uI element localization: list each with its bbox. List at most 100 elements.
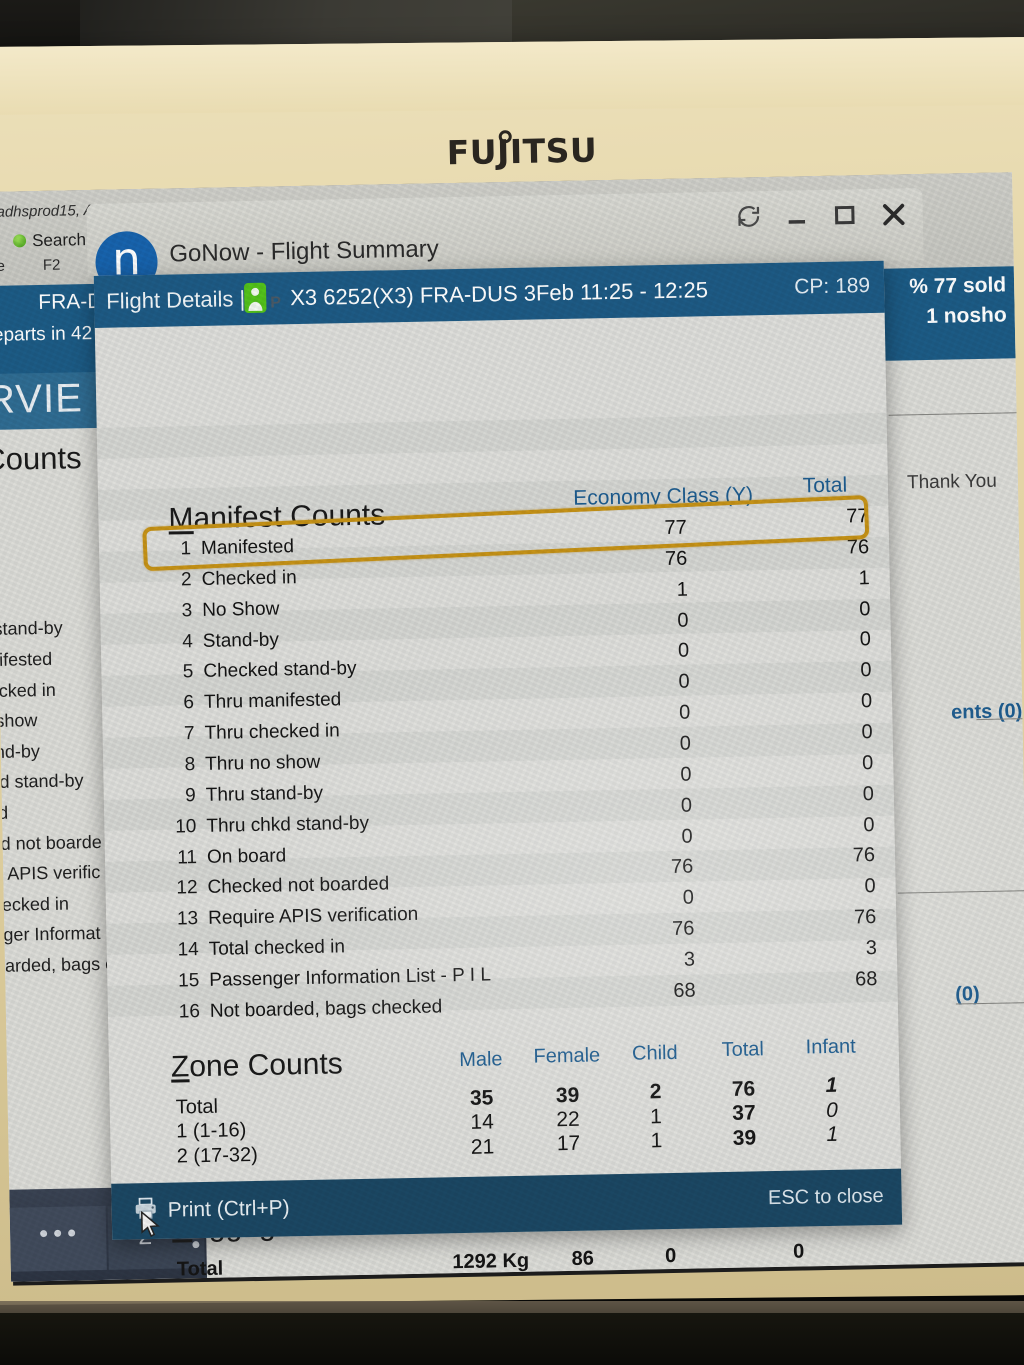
ellipsis-icon <box>40 1229 76 1238</box>
baggage-row-label: Total <box>176 1257 224 1281</box>
manifest-total-value: 0 <box>859 628 872 651</box>
dialog-header: Flight Details | P X3 6252(X3) FRA-DUS 3… <box>93 260 885 328</box>
zone-male-value: 35 <box>469 1086 494 1110</box>
manifest-row-number: 4 <box>182 630 194 652</box>
manifest-total-value: 0 <box>863 813 875 836</box>
manifest-row-label: Checked stand-by <box>203 658 357 683</box>
manifest-row-label: Not boarded, bags checked <box>209 996 443 1022</box>
manifest-row-label: Thru stand-by <box>205 782 324 806</box>
zone-column-header: Child <box>631 1041 678 1065</box>
function-key-row: re F2 <box>0 257 61 275</box>
maximize-icon[interactable] <box>830 200 859 229</box>
manifest-row-number: 14 <box>177 939 199 961</box>
screen: adhsprod15, A Search re F2 FRA-D eparts i… <box>0 172 1024 1282</box>
baggage-added-printed-value: 0 <box>792 1240 805 1264</box>
zone-title-mnemonic: Z <box>170 1050 190 1084</box>
zone-male-value: 14 <box>470 1110 494 1135</box>
monitor-bezel: FUJITSU adhsprod15, A Search re F2 FRA-D <box>0 37 1024 1365</box>
manifest-row-label: Checked not boarded <box>207 873 390 899</box>
manifest-row-number: 8 <box>184 754 196 776</box>
search-label: Search <box>31 230 87 251</box>
pax-badge-letter: P <box>270 294 282 312</box>
close-icon[interactable] <box>878 199 907 228</box>
zone-column-header: Total <box>721 1038 765 1062</box>
manifest-economy-value: 76 <box>671 917 695 941</box>
taskbar-overflow-button[interactable] <box>9 1205 107 1272</box>
manifest-economy-value: 0 <box>677 609 689 632</box>
zone-infant-value: 1 <box>826 1123 839 1147</box>
zone-counts-title: Zone Counts <box>171 1047 343 1084</box>
manifest-row-number: 6 <box>183 692 195 714</box>
manifest-economy-value: 0 <box>678 701 691 724</box>
zone-female-value: 39 <box>555 1083 580 1107</box>
manifest-total-value: 0 <box>862 782 875 805</box>
zone-infant-value: 0 <box>825 1098 838 1122</box>
logged-in-user: adhsprod15, A <box>0 201 94 221</box>
search-button[interactable]: Search <box>12 230 87 251</box>
thank-you-message: Thank You <box>906 470 997 494</box>
manifest-total-value: 0 <box>860 690 873 713</box>
manifest-row-number: 7 <box>183 723 195 745</box>
manifest-row-number: 5 <box>182 661 194 683</box>
divider <box>888 412 1017 416</box>
overview-tab-label: RVIE <box>0 376 84 423</box>
dialog-body: Manifest Counts Economy Class (Y) Total … <box>95 313 901 1282</box>
manifest-total-value: 0 <box>861 751 874 775</box>
manifest-row-label: Thru manifested <box>203 689 342 714</box>
manifest-row-label: No Show <box>202 598 280 621</box>
zone-column-header: Female <box>533 1044 601 1069</box>
manifest-total-value: 0 <box>864 875 876 898</box>
baggage-checked-value: 86 <box>513 1276 653 1281</box>
manifest-column-total: Total <box>802 473 848 498</box>
print-label: Print (Ctrl+P) <box>167 1196 290 1222</box>
zone-column-header: Infant <box>805 1035 856 1059</box>
zone-infant-value: 1 <box>825 1074 838 1098</box>
window-title: GoNow - Flight Summary <box>169 235 439 268</box>
f2-prefix: re <box>0 257 6 275</box>
passenger-badge-icon: P <box>242 280 281 317</box>
manifest-row-number: 2 <box>180 568 192 591</box>
manifest-total-value: 76 <box>853 906 877 929</box>
row-shading <box>96 412 888 459</box>
screen-frame: adhsprod15, A Search re F2 FRA-D eparts i… <box>0 172 1024 1286</box>
fujitsu-wordmark: FUJITSU <box>446 130 598 173</box>
bezel-highlight <box>0 37 1024 116</box>
capacity-value: CP: 189 <box>794 274 871 299</box>
manifest-row-label: On board <box>206 844 287 868</box>
manifest-total-value: 0 <box>861 721 873 744</box>
refresh-icon[interactable] <box>734 202 763 231</box>
manifest-row-label: Thru checked in <box>204 720 340 745</box>
background-departs-in: eparts in 42 <box>0 322 93 346</box>
zone-column-header: Male <box>459 1048 503 1072</box>
zone-child-value: 2 <box>649 1080 662 1104</box>
manifest-row-label: Checked in <box>201 566 297 590</box>
floor-shadow <box>0 1313 1024 1365</box>
manifest-total-value: 1 <box>858 566 870 590</box>
divider <box>955 1002 1024 1005</box>
manifest-economy-value: 0 <box>680 763 692 786</box>
manifest-economy-value: 0 <box>682 886 695 909</box>
manifest-economy-value: 3 <box>683 948 696 971</box>
manifest-row-number: 13 <box>176 908 199 930</box>
background-counts-title: Counts <box>0 440 82 478</box>
manifest-row-number: 16 <box>178 1000 201 1023</box>
minimize-icon[interactable] <box>782 201 811 230</box>
manifest-economy-value: 0 <box>680 794 693 817</box>
manifest-total-value: 3 <box>865 936 878 960</box>
fujitsu-brand-logo: FUJITSU <box>407 126 638 178</box>
manifest-row-label: Thru chkd stand-by <box>206 812 370 837</box>
manifest-economy-value: 0 <box>679 732 692 755</box>
manifest-economy-value: 76 <box>670 855 694 879</box>
mouse-cursor <box>140 1210 163 1244</box>
sold-count: % 77 sold <box>909 273 1007 299</box>
manifest-row-label: Stand-by <box>202 629 280 652</box>
window-controls <box>734 188 907 241</box>
background-route: FRA-D <box>38 289 103 315</box>
zone-female-value: 22 <box>556 1107 580 1132</box>
manifest-row-number: 15 <box>177 969 200 992</box>
zone-child-value: 1 <box>650 1129 663 1153</box>
zone-total-value: 39 <box>732 1126 757 1150</box>
baggage-added-value: 0 <box>601 1273 741 1282</box>
dialog-flight-info: X3 6252(X3) FRA-DUS 3Feb 11:25 - 12:25 <box>289 277 709 311</box>
